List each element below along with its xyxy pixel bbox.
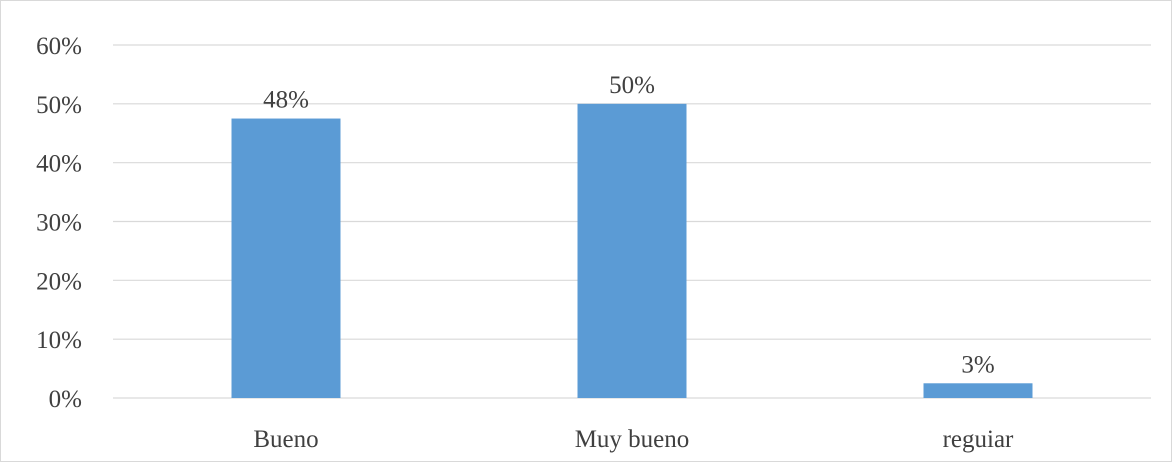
y-tick-label: 30%	[36, 210, 82, 237]
y-tick-label: 20%	[36, 268, 82, 295]
y-tick-label: 50%	[36, 92, 82, 119]
category-labels: Bueno Muy bueno reguiar	[253, 426, 1014, 453]
bars	[231, 103, 1033, 399]
y-axis-ticks: 0% 10% 20% 30% 40% 50% 60%	[36, 33, 82, 413]
y-tick-label: 0%	[49, 386, 82, 413]
bar	[577, 103, 687, 398]
data-label: 48%	[263, 87, 309, 114]
y-tick-label: 10%	[36, 327, 82, 354]
bar	[923, 383, 1033, 398]
data-label: 3%	[961, 351, 994, 378]
category-label: reguiar	[943, 426, 1014, 453]
y-tick-label: 60%	[36, 33, 82, 60]
category-label: Muy bueno	[575, 426, 690, 453]
category-label: Bueno	[253, 426, 318, 453]
data-label: 50%	[609, 72, 655, 99]
data-labels: 48% 50% 3%	[263, 72, 995, 378]
bar	[231, 118, 341, 399]
y-tick-label: 40%	[36, 151, 82, 178]
